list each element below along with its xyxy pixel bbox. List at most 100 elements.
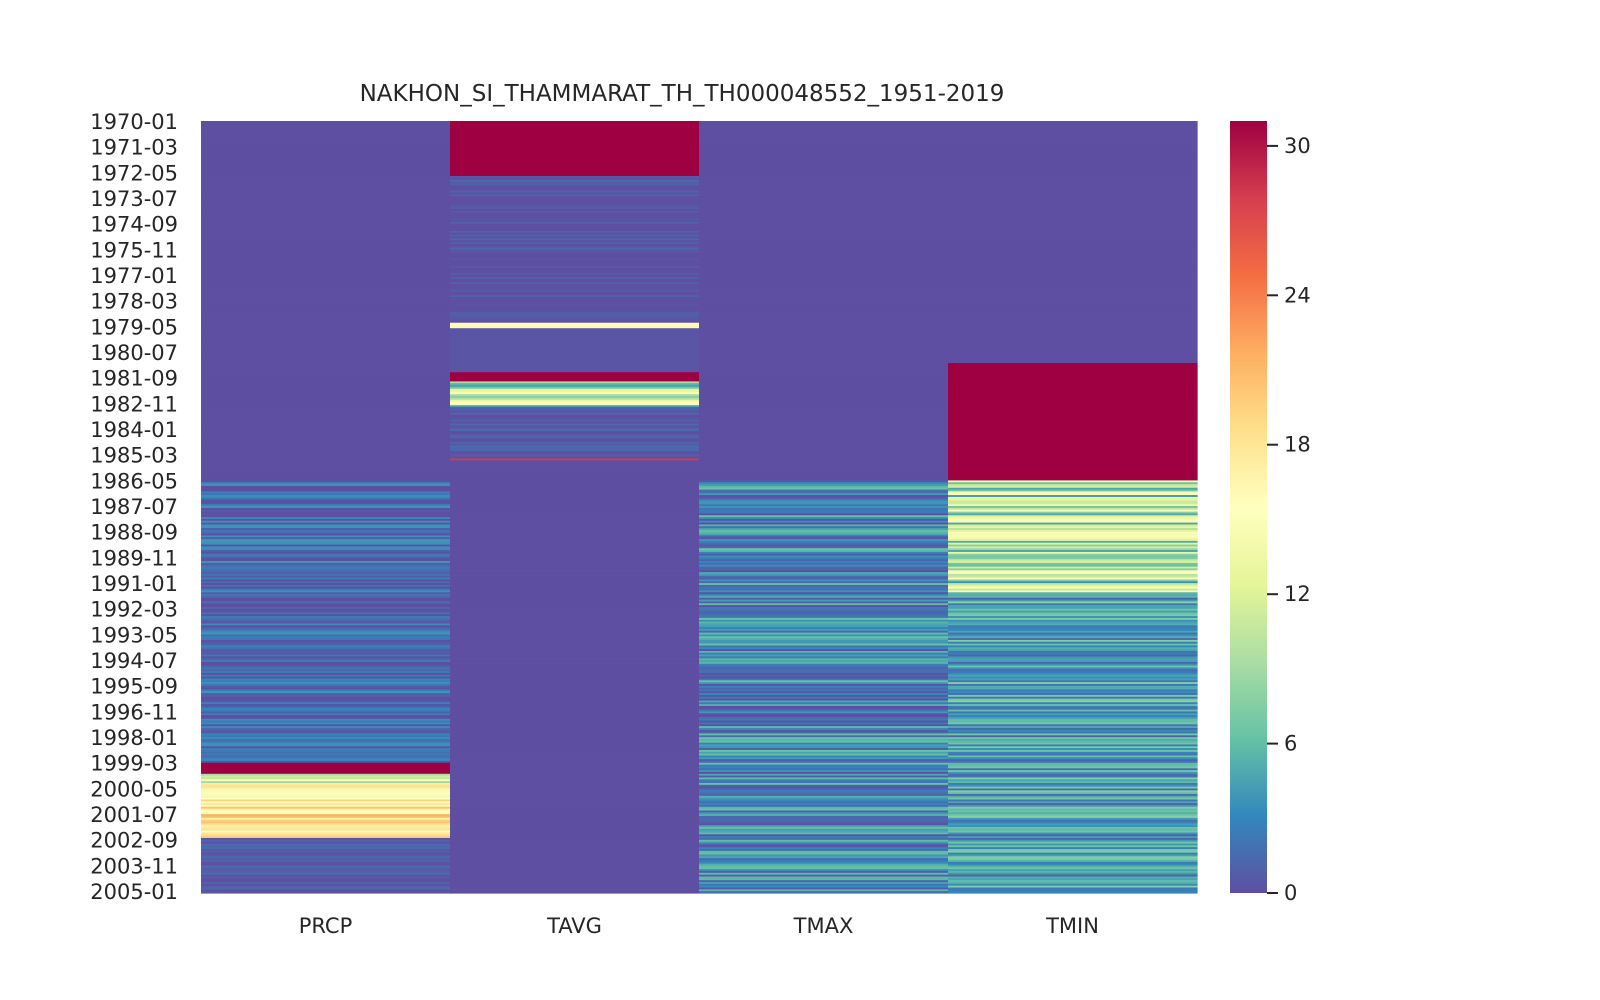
heatmap-cell [699,795,949,799]
heatmap-cell [699,427,949,430]
heatmap-cell [699,616,949,619]
heatmap-cell [948,390,1198,393]
heatmap-cell [450,482,700,485]
heatmap-cell [450,795,700,799]
heatmap-cell [450,249,700,252]
y-tick-label: 1982-11 [90,392,178,416]
heatmap-cell [450,735,700,738]
heatmap-cell [201,839,451,843]
heatmap-cell [948,612,1198,615]
heatmap-cell [450,317,700,320]
heatmap-cell [201,671,451,674]
heatmap-cell [450,702,700,705]
heatmap-cell [450,751,700,755]
heatmap-cell [450,529,700,533]
heatmap-cell [948,148,1198,151]
heatmap-cell [201,575,451,579]
heatmap-cell [948,150,1198,153]
heatmap-cell [699,249,949,252]
heatmap-cell [450,366,700,370]
heatmap-cell [948,797,1198,801]
heatmap-cell [201,863,451,867]
heatmap-cell [450,121,700,124]
heatmap-cell [948,392,1198,395]
heatmap-cell [948,733,1198,736]
heatmap-cell [450,405,700,408]
heatmap-cell [948,839,1198,843]
heatmap-cell [699,592,949,595]
heatmap-cell [450,137,700,140]
heatmap-cell [201,342,451,346]
heatmap-cell [450,581,700,584]
heatmap-cell [948,869,1198,872]
heatmap-cell [201,676,451,680]
heatmap-cell [699,269,949,272]
heatmap-cell [948,539,1198,542]
heatmap-cell [201,341,451,344]
heatmap-cell [450,489,700,493]
heatmap-cell [699,458,949,461]
heatmap-cell [450,196,700,199]
heatmap-cell [699,806,949,810]
heatmap-cell [450,286,700,289]
heatmap-cell [948,170,1198,173]
heatmap-cell [948,837,1198,841]
heatmap-cell [201,286,451,289]
heatmap-cell [201,621,451,625]
heatmap-cell [948,693,1198,696]
heatmap-cell [450,339,700,342]
heatmap-cell [699,408,949,412]
heatmap-cell [948,658,1198,661]
heatmap-cell [201,394,451,397]
heatmap-cell [948,522,1198,526]
heatmap-cell [699,278,949,282]
y-tick-label: 1996-11 [90,700,178,724]
heatmap-cell [450,330,700,333]
heatmap-cell [450,308,700,311]
heatmap-cell [450,352,700,355]
heatmap-cell [699,733,949,736]
heatmap-cell [948,423,1198,426]
heatmap-cell [450,766,700,769]
heatmap-cell [699,143,949,146]
heatmap-cell [450,729,700,733]
heatmap-cell [699,513,949,516]
heatmap-cell [201,564,451,568]
heatmap-cell [201,583,451,586]
heatmap-cell [201,573,451,577]
heatmap-cell [699,621,949,625]
heatmap-cell [450,616,700,619]
heatmap-cell [948,801,1198,804]
heatmap-cell [699,392,949,395]
heatmap-cell [948,379,1198,382]
heatmap-cell [450,711,700,714]
heatmap-cell [699,645,949,648]
heatmap-cell [948,786,1198,790]
heatmap-cell [948,403,1198,406]
heatmap-cell [699,429,949,432]
heatmap-cell [201,179,451,183]
heatmap-cell [201,705,451,709]
heatmap-cell [201,544,451,548]
heatmap-cell [699,722,949,725]
heatmap-cell [450,418,700,421]
heatmap-cell [450,363,700,366]
heatmap-cell [948,674,1198,678]
heatmap-cell [948,830,1198,834]
heatmap-cell [201,476,451,480]
heatmap-cell [201,542,451,546]
heatmap-cell [450,502,700,505]
heatmap-cell [201,667,451,670]
heatmap-cell [699,260,949,263]
heatmap-cell [201,188,451,192]
heatmap-cell [450,878,700,881]
heatmap-cell [948,436,1198,439]
heatmap-cell [450,621,700,625]
heatmap-cell [201,859,451,863]
heatmap-cell [450,463,700,467]
heatmap-cell [948,498,1198,502]
heatmap-cell [699,610,949,614]
heatmap-cell [201,608,451,612]
heatmap-cell [948,555,1198,559]
heatmap-cell [201,775,451,779]
